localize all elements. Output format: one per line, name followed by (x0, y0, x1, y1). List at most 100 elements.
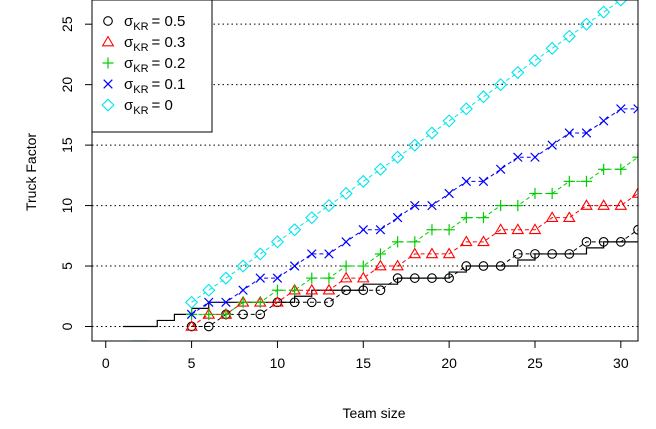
data-point (271, 284, 284, 296)
data-point (375, 285, 386, 296)
data-point (306, 272, 318, 284)
data-point (103, 79, 113, 89)
data-point (392, 236, 404, 248)
data-point (530, 249, 540, 259)
data-point (392, 273, 403, 283)
data-point (563, 175, 575, 187)
x-axis: 0 5 10 15 20 25 30 (102, 341, 629, 371)
data-point (495, 261, 506, 271)
data-point (185, 295, 199, 309)
data-point (478, 176, 489, 187)
data-point (324, 297, 334, 308)
data-point (545, 41, 559, 55)
data-point (322, 198, 336, 213)
data-point (221, 297, 231, 308)
data-point (341, 285, 351, 296)
series-line-2 (191, 156, 638, 315)
data-point (238, 285, 248, 295)
data-point (580, 175, 593, 187)
data-point (460, 212, 472, 224)
data-point (494, 223, 507, 235)
data-point (426, 224, 438, 236)
y-tick-label: 20 (59, 77, 75, 93)
data-point (425, 126, 439, 140)
data-point (374, 248, 387, 260)
series-lines (122, 0, 638, 341)
data-point (579, 17, 594, 31)
data-point (564, 128, 575, 138)
data-point (410, 200, 420, 211)
data-point (597, 199, 610, 210)
data-point (511, 223, 525, 235)
legend-label: σKR = 0.1 (124, 76, 185, 96)
x-axis-title: Team size (342, 405, 405, 421)
data-point (272, 273, 283, 283)
data-point (392, 212, 403, 223)
data-point (562, 211, 576, 222)
data-point (598, 236, 609, 247)
data-point (306, 297, 317, 308)
data-point (103, 16, 113, 26)
data-point (356, 271, 370, 283)
y-tick-label: 5 (59, 262, 75, 270)
data-point (356, 174, 370, 188)
data-point (339, 186, 353, 201)
data-point (305, 283, 319, 295)
data-point (408, 247, 422, 259)
x-tick-label: 20 (441, 355, 457, 371)
data-point (633, 224, 638, 235)
series-line-3 (191, 108, 638, 315)
data-point (425, 247, 439, 259)
data-point (598, 163, 610, 175)
data-point (204, 297, 214, 308)
data-point (444, 188, 454, 199)
data-point (289, 261, 300, 271)
data-point (530, 152, 540, 162)
data-point (511, 65, 525, 80)
data-point (476, 90, 491, 104)
data-point (238, 309, 248, 320)
data-point (358, 225, 369, 235)
data-point (203, 308, 215, 320)
data-point (461, 261, 472, 271)
data-point (358, 285, 369, 296)
data-point (581, 128, 592, 138)
series-markers (185, 0, 638, 332)
data-point (288, 223, 302, 237)
data-point (408, 138, 422, 152)
data-point (442, 247, 456, 259)
data-point (547, 140, 557, 150)
data-point (254, 296, 266, 308)
y-tick-label: 0 (59, 322, 75, 330)
data-point (322, 283, 336, 295)
data-point (373, 162, 388, 176)
data-point (391, 150, 405, 164)
data-point (616, 104, 626, 114)
legend-label: σKR = 0.3 (124, 34, 185, 54)
data-point (409, 273, 420, 283)
data-point (478, 261, 489, 271)
y-axis: 0 5 10 15 20 25 (59, 16, 92, 330)
series-line-1 (191, 193, 638, 327)
data-point (339, 271, 353, 283)
data-point (185, 320, 198, 331)
data-point (236, 259, 250, 273)
data-point (443, 224, 455, 236)
x-tick-label: 0 (102, 355, 110, 371)
data-point (357, 260, 369, 272)
data-point (323, 272, 335, 284)
data-point (512, 249, 523, 259)
data-point (271, 295, 284, 307)
data-point (459, 102, 473, 116)
data-point (270, 235, 285, 249)
data-point (255, 273, 265, 283)
data-point (614, 0, 628, 7)
data-point (529, 187, 541, 200)
data-point (614, 199, 628, 210)
y-tick-label: 25 (59, 16, 75, 32)
plot-frame (91, 0, 639, 342)
data-point (289, 297, 300, 308)
data-point (289, 284, 301, 296)
data-point (512, 199, 524, 212)
